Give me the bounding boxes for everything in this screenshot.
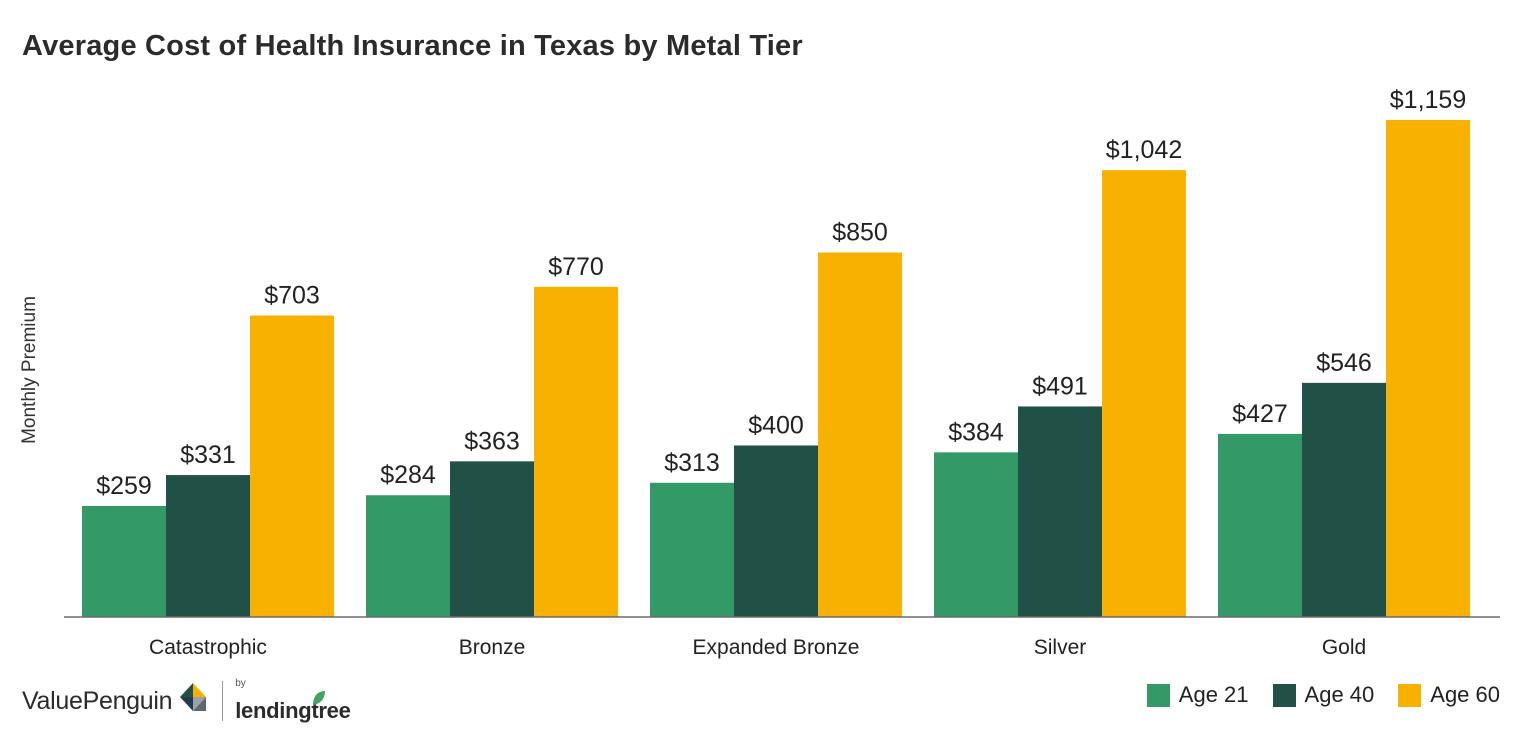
legend-label: Age 60 xyxy=(1430,682,1500,707)
value-label: $363 xyxy=(464,427,520,455)
value-label: $1,159 xyxy=(1390,86,1466,114)
bar-bronze-age-40 xyxy=(450,461,534,617)
chart-title: Average Cost of Health Insurance in Texa… xyxy=(22,30,803,62)
bar-silver-age-21 xyxy=(934,452,1018,617)
value-label: $400 xyxy=(748,411,804,439)
category-label: Bronze xyxy=(459,636,526,659)
value-label: $313 xyxy=(664,449,720,477)
lendingtree-logo: by lendingtree xyxy=(235,678,351,723)
brand-footer: ValuePenguin by lendingtree xyxy=(22,676,351,726)
value-labels-group: $259 $331 $703 $284 $363 $770 $313 $400 $850 $384… xyxy=(96,86,1466,500)
value-label: $546 xyxy=(1316,349,1372,377)
bar-expanded-bronze-age-21 xyxy=(650,482,734,617)
bar-bronze-age-60 xyxy=(534,286,618,617)
bar-silver-age-40 xyxy=(1018,406,1102,617)
bar-catastrophic-age-21 xyxy=(82,505,166,617)
value-label: $331 xyxy=(180,441,236,469)
bar-gold-age-40 xyxy=(1302,382,1386,617)
brand-divider xyxy=(222,681,224,721)
category-label: Gold xyxy=(1322,636,1366,659)
bar-catastrophic-age-60 xyxy=(250,315,334,617)
legend-swatch xyxy=(1272,683,1296,707)
bar-silver-age-60 xyxy=(1102,170,1186,618)
bar-gold-age-21 xyxy=(1218,433,1302,617)
bars-group xyxy=(82,120,1470,618)
legend-item: Age 40 xyxy=(1272,682,1375,708)
legend-item: Age 60 xyxy=(1398,682,1500,708)
value-label: $703 xyxy=(264,282,320,310)
category-label: Expanded Bronze xyxy=(693,636,860,659)
bar-bronze-age-21 xyxy=(366,495,450,617)
brand-by-text: by xyxy=(235,678,246,689)
leaf-icon xyxy=(312,691,325,705)
bar-expanded-bronze-age-60 xyxy=(818,252,902,617)
valuepenguin-logo-icon xyxy=(180,683,207,711)
valuepenguin-logo-text: ValuePenguin xyxy=(22,686,173,715)
value-label: $427 xyxy=(1232,400,1288,428)
value-label: $850 xyxy=(832,219,888,247)
value-label: $284 xyxy=(380,461,436,489)
chart-legend: Age 21 Age 40 Age 60 xyxy=(1123,682,1500,708)
bar-expanded-bronze-age-40 xyxy=(734,445,818,617)
legend-swatch xyxy=(1146,683,1170,707)
legend-label: Age 40 xyxy=(1304,682,1375,707)
value-label: $1,042 xyxy=(1106,136,1182,164)
category-label: Silver xyxy=(1034,636,1087,659)
bar-gold-age-60 xyxy=(1386,120,1470,617)
bar-catastrophic-age-40 xyxy=(166,475,250,617)
legend-item: Age 21 xyxy=(1146,682,1249,708)
legend-swatch xyxy=(1398,683,1422,707)
value-label: $770 xyxy=(548,253,604,281)
lendingtree-logo-text: lendingtree xyxy=(235,698,351,723)
category-labels-group: Catastrophic Bronze Expanded Bronze Silver G… xyxy=(149,636,1366,659)
legend-label: Age 21 xyxy=(1178,682,1249,707)
value-label: $491 xyxy=(1032,372,1088,400)
value-label: $384 xyxy=(948,418,1004,446)
category-label: Catastrophic xyxy=(149,636,267,659)
value-label: $259 xyxy=(96,472,152,500)
